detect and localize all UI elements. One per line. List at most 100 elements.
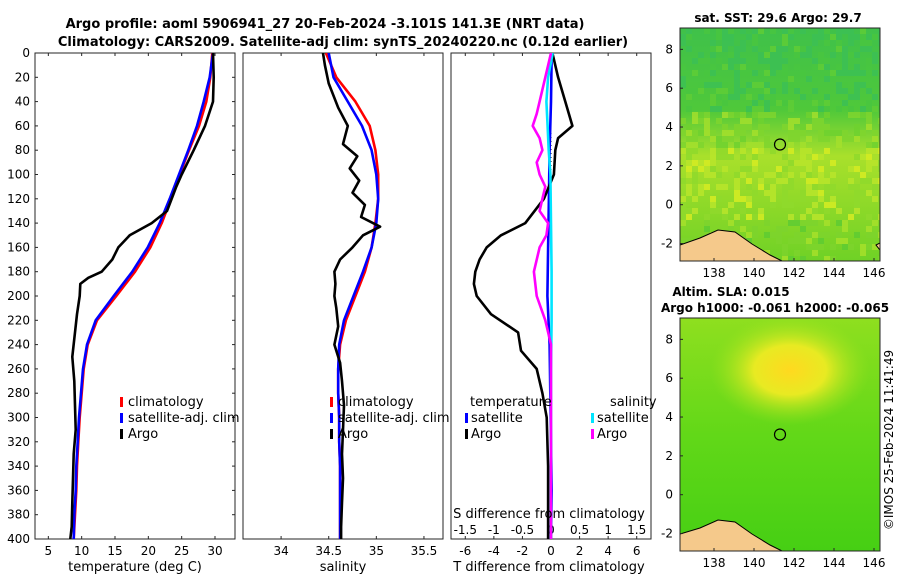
- sst-cell: [740, 148, 746, 154]
- sst-cell: [836, 34, 842, 40]
- sst-cell: [872, 70, 878, 76]
- sst-cell: [800, 124, 806, 130]
- sst-cell: [860, 28, 866, 34]
- sst-cell: [710, 172, 716, 178]
- sst-cell: [842, 88, 848, 94]
- sst-cell: [692, 88, 698, 94]
- sst-cell: [836, 40, 842, 46]
- sst-axes-box: [679, 27, 881, 262]
- sst-cell: [746, 238, 752, 244]
- sst-cell: [788, 82, 794, 88]
- sst-cell: [788, 106, 794, 112]
- sst-cell: [710, 136, 716, 142]
- sst-cell: [764, 232, 770, 238]
- sst-cell: [878, 82, 880, 88]
- sst-cell: [680, 148, 686, 154]
- sst-cell: [800, 190, 806, 196]
- sst-cell: [806, 148, 812, 154]
- sst-cell: [710, 196, 716, 202]
- sst-cell: [872, 130, 878, 136]
- sst-cell: [824, 124, 830, 130]
- sst-cell: [704, 160, 710, 166]
- temperature-xlabel: temperature (deg C): [68, 560, 202, 575]
- sst-cell: [848, 40, 854, 46]
- sst-cell: [680, 34, 686, 40]
- sst-cell: [848, 88, 854, 94]
- difference-xlabel: T difference from climatology: [452, 560, 645, 575]
- depth-tick-label: 80: [15, 143, 30, 157]
- sst-cell: [704, 172, 710, 178]
- sst-cell: [854, 196, 860, 202]
- sst-cell: [860, 70, 866, 76]
- sst-cell: [740, 112, 746, 118]
- sst-cell: [764, 100, 770, 106]
- sst-cell: [788, 202, 794, 208]
- sst-cell: [848, 52, 854, 58]
- sst-cell: [794, 88, 800, 94]
- map-x-tick-label: 142: [783, 266, 806, 280]
- difference-panel: -6 -4 -2 0 2 4 6 -1.5 -1 -0.5 0 0.5 1 1.5 T differen…: [450, 52, 657, 575]
- depth-tick-label: 260: [7, 362, 30, 376]
- sst-cell: [812, 178, 818, 184]
- sst-cell: [800, 226, 806, 232]
- sst-cell: [770, 112, 776, 118]
- sst-cell: [872, 196, 878, 202]
- sst-cell: [818, 238, 824, 244]
- sst-cell: [872, 94, 878, 100]
- sst-cell: [704, 82, 710, 88]
- sst-cell: [800, 256, 806, 261]
- sst-cell: [788, 118, 794, 124]
- sst-cell: [686, 142, 692, 148]
- sst-cell: [734, 94, 740, 100]
- series-argo: [69, 53, 215, 539]
- sst-cell: [830, 34, 836, 40]
- sst-cell: [734, 88, 740, 94]
- sst-cell: [752, 160, 758, 166]
- sst-cell: [836, 208, 842, 214]
- sst-cell: [830, 76, 836, 82]
- sst-cell: [878, 40, 880, 46]
- sst-cell: [746, 232, 752, 238]
- sst-cell: [680, 142, 686, 148]
- sst-cell: [680, 76, 686, 82]
- depth-tick-label: 120: [7, 192, 30, 206]
- sst-cell: [854, 70, 860, 76]
- sst-cell: [842, 46, 848, 52]
- sst-cell: [716, 136, 722, 142]
- sst-cell: [710, 202, 716, 208]
- map-y-tick-label: 4: [665, 410, 673, 424]
- sst-cell: [788, 76, 794, 82]
- sst-cell: [764, 190, 770, 196]
- sst-cell: [872, 106, 878, 112]
- x-tick-label: -2: [516, 544, 528, 558]
- sst-cell: [770, 232, 776, 238]
- sst-cell: [758, 52, 764, 58]
- sst-cell: [704, 112, 710, 118]
- sst-cell: [788, 142, 794, 148]
- sst-map-title: sat. SST: 29.6 Argo: 29.7: [694, 11, 861, 25]
- sst-cell: [782, 196, 788, 202]
- sst-cell: [812, 58, 818, 64]
- sst-cell: [800, 220, 806, 226]
- sst-cell: [788, 172, 794, 178]
- sst-cell: [758, 184, 764, 190]
- sst-cell: [752, 112, 758, 118]
- sst-map: sat. SST: 29.6 Argo: 29.7 138 140 142 144 14…: [661, 11, 885, 280]
- sst-cell: [782, 58, 788, 64]
- sst-cell: [770, 58, 776, 64]
- sst-cell: [866, 232, 872, 238]
- sst-cell: [764, 106, 770, 112]
- sst-cell: [752, 100, 758, 106]
- sst-cell: [740, 208, 746, 214]
- sst-cell: [782, 40, 788, 46]
- sst-cell: [746, 82, 752, 88]
- sst-cell: [782, 256, 788, 261]
- sst-cell: [740, 70, 746, 76]
- sst-cell: [764, 82, 770, 88]
- sst-cell: [818, 52, 824, 58]
- salinity-tick-label: 1: [604, 523, 612, 537]
- sst-cell: [860, 244, 866, 250]
- sst-cell: [752, 148, 758, 154]
- sst-cell: [734, 130, 740, 136]
- sst-cell: [782, 88, 788, 94]
